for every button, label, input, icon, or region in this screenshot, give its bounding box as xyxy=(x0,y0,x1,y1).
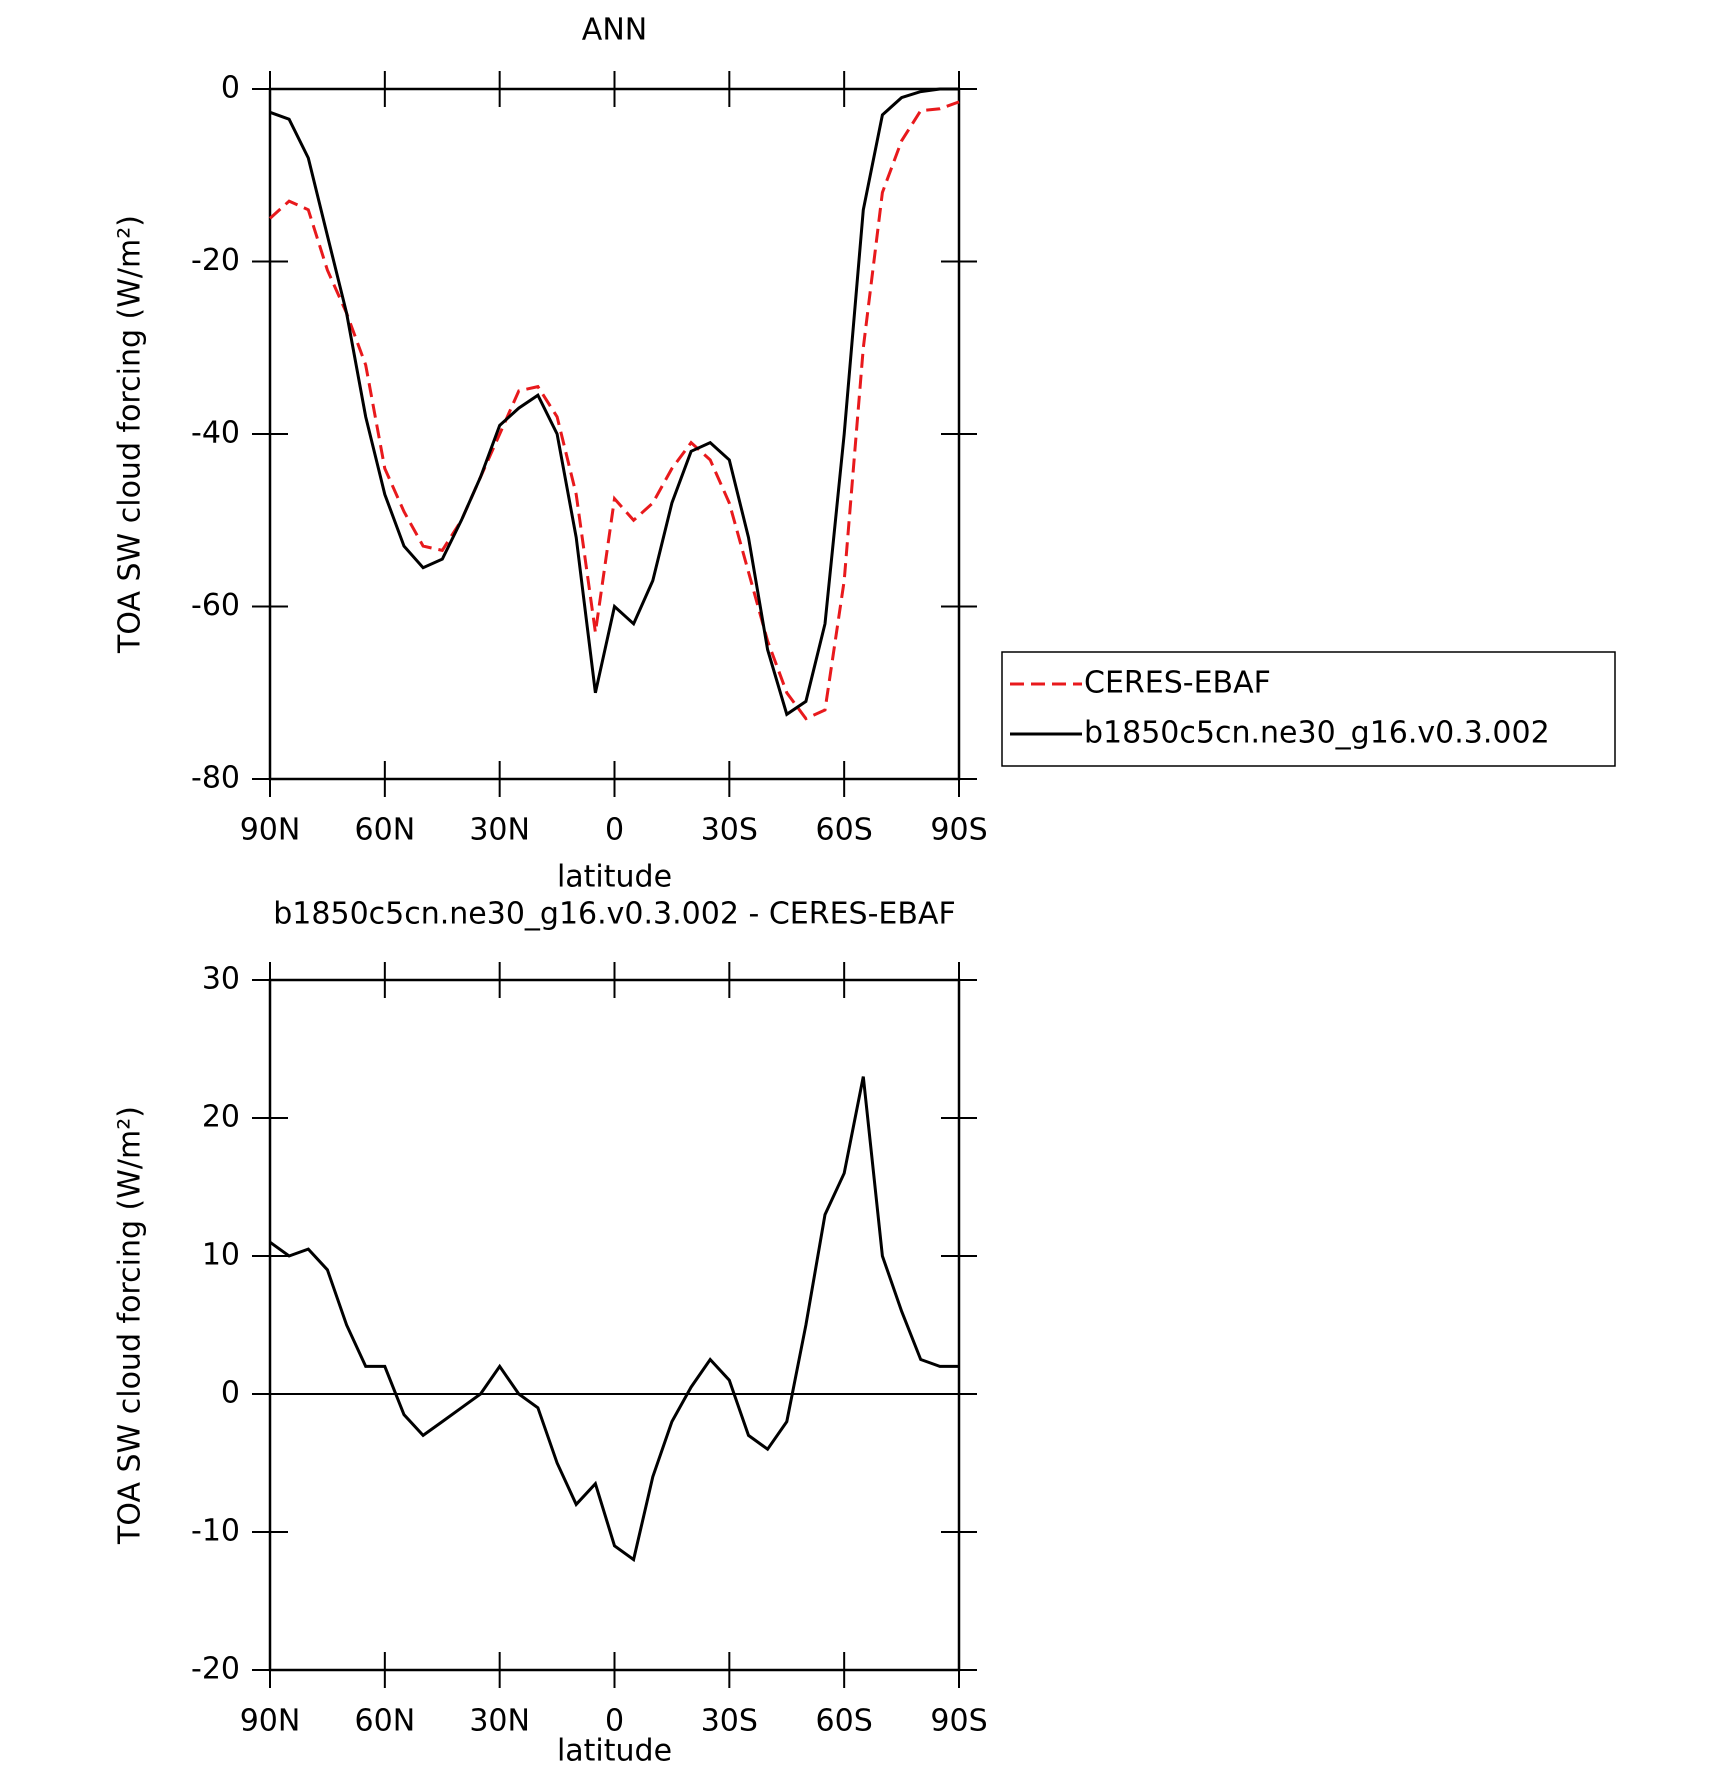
x-tick-label: 30S xyxy=(701,813,758,848)
y-tick-label: 0 xyxy=(221,71,240,106)
y-tick-label: 0 xyxy=(221,1376,240,1411)
x-tick-label: 30S xyxy=(701,1704,758,1739)
x-tick-label: 60N xyxy=(355,813,416,848)
y-tick-label: -20 xyxy=(191,1652,240,1687)
data-line xyxy=(269,87,959,717)
chart-title: b1850c5cn.ne30_g16.v0.3.002 - CERES-EBAF xyxy=(273,897,955,932)
x-tick-label: 60S xyxy=(816,1704,873,1739)
legend-label: b1850c5cn.ne30_g16.v0.3.002 xyxy=(1084,716,1550,751)
y-tick-label: -60 xyxy=(191,588,240,623)
x-tick-label: 90S xyxy=(930,813,987,848)
data-line xyxy=(268,100,960,721)
x-tick-label: 30N xyxy=(469,813,530,848)
y-tick-label: -80 xyxy=(191,761,240,796)
y-axis-label: TOA SW cloud forcing (W/m²) xyxy=(113,215,148,654)
legend-box xyxy=(1001,651,1616,767)
y-tick-label: -40 xyxy=(191,416,240,451)
x-tick-label: 90N xyxy=(240,813,301,848)
y-tick-label: 20 xyxy=(202,1100,240,1135)
x-axis-label: latitude xyxy=(557,860,672,895)
x-tick-label: 60N xyxy=(355,1704,416,1739)
x-tick-label: 30N xyxy=(469,1704,530,1739)
x-tick-label: 60S xyxy=(816,813,873,848)
y-tick-label: 10 xyxy=(202,1238,240,1273)
x-tick-label: 90N xyxy=(240,1704,301,1739)
x-tick-label: 0 xyxy=(605,813,624,848)
x-tick-label: 0 xyxy=(605,1704,624,1739)
y-tick-label: -10 xyxy=(191,1514,240,1549)
x-tick-label: 90S xyxy=(930,1704,987,1739)
y-axis-label: TOA SW cloud forcing (W/m²) xyxy=(113,1106,148,1545)
plot-frame xyxy=(268,87,961,781)
legend-label: CERES-EBAF xyxy=(1084,666,1271,701)
x-axis-label: latitude xyxy=(557,1734,672,1769)
y-tick-label: -20 xyxy=(191,243,240,278)
chart-title: ANN xyxy=(582,13,647,48)
y-tick-label: 30 xyxy=(202,962,240,997)
plot-frame xyxy=(268,978,961,1672)
data-line xyxy=(269,1076,959,1563)
